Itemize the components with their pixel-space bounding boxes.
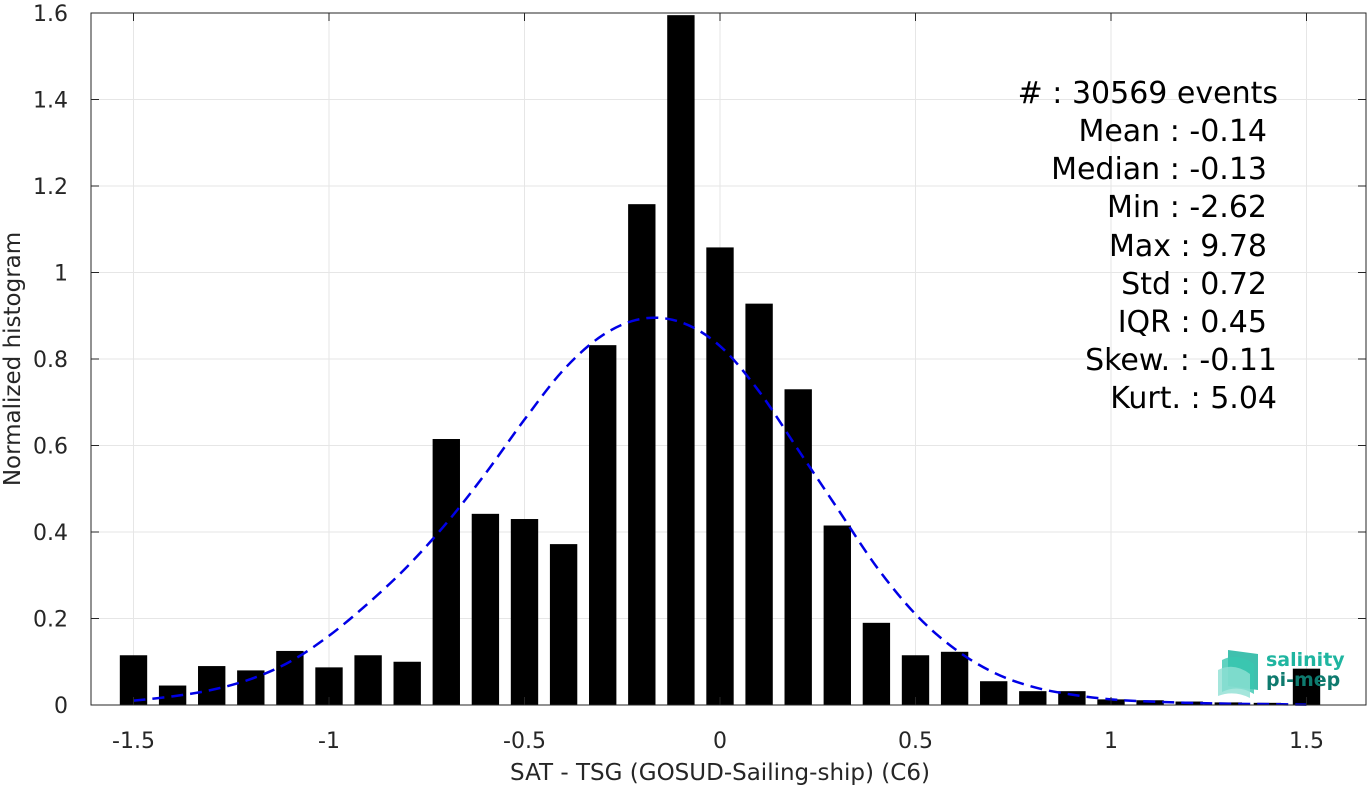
histogram-bar	[510, 519, 539, 705]
logo-text-pimep: pi-mep	[1266, 669, 1340, 691]
histogram-bar	[862, 622, 891, 705]
x-tick-label: -0.5	[503, 729, 546, 754]
histogram-bar	[198, 666, 226, 705]
y-tick-label: 1	[54, 262, 68, 287]
histogram-bar	[549, 544, 578, 705]
histogram-bars	[119, 15, 1321, 706]
y-tick-label: 0.2	[33, 608, 68, 633]
logo-text-salinity: salinity	[1266, 649, 1345, 671]
histogram-bar	[901, 655, 930, 705]
y-tick-label: 0	[54, 694, 68, 719]
histogram-bar	[471, 513, 500, 705]
y-tick-label: 0.8	[33, 348, 68, 373]
stat-mean: Mean : -0.14	[1078, 114, 1267, 149]
x-tick-label: 0.5	[898, 729, 933, 754]
stat-max: Max : 9.78	[1109, 229, 1267, 264]
y-axis-title: Normalized histogram	[0, 232, 26, 486]
stat-skewness: Skew. : -0.11	[1085, 343, 1277, 378]
y-tick-label: 1.2	[33, 175, 68, 200]
histogram-bar	[237, 670, 265, 705]
histogram-bar	[823, 525, 851, 705]
histogram-bar	[276, 650, 304, 705]
y-tick-label: 1.6	[33, 2, 68, 27]
stat-kurtosis: Kurt. : 5.04	[1110, 381, 1277, 416]
stat-iqr: IQR : 0.45	[1118, 305, 1267, 340]
histogram-bar	[1058, 691, 1086, 705]
stat-std: Std : 0.72	[1121, 267, 1267, 302]
histogram-bar	[354, 655, 382, 705]
x-tick-label: 0	[713, 729, 727, 754]
stat-median: Median : -0.13	[1051, 152, 1267, 187]
stat-events: # : 30569 events	[1018, 76, 1278, 111]
x-tick-label: -1.5	[112, 729, 155, 754]
histogram-bar	[706, 247, 734, 706]
y-tick-label: 0.6	[33, 435, 68, 460]
histogram-bar	[628, 204, 656, 706]
histogram-bar	[667, 15, 695, 706]
x-tick-label: 1.5	[1289, 729, 1324, 754]
x-axis-title: SAT - TSG (GOSUD-Sailing-ship) (C6)	[510, 760, 930, 786]
y-tick-label: 1.4	[33, 89, 68, 114]
histogram-bar	[1019, 691, 1047, 705]
statistics-box: # : 30569 events Mean : -0.14 Median : -…	[1018, 76, 1278, 416]
histogram-bar	[745, 303, 773, 705]
histogram-bar	[784, 389, 812, 705]
wave-logo-icon	[1218, 650, 1258, 698]
stat-min: Min : -2.62	[1107, 190, 1267, 225]
histogram-bar	[940, 651, 969, 705]
x-tick-label: 1	[1104, 729, 1118, 754]
y-axis: 0 0.2 0.4 0.6 0.8 1 1.2 1.4 1.6	[33, 2, 1366, 719]
histogram-bar	[432, 439, 460, 705]
histogram-bar	[589, 345, 617, 705]
histogram-bar	[393, 661, 421, 705]
x-tick-label: -1	[318, 729, 340, 754]
histogram-bar	[119, 655, 148, 705]
x-axis: -1.5 -1 -0.5 0 0.5 1 1.5	[112, 13, 1324, 754]
histogram-bar	[980, 681, 1008, 705]
salinity-pimep-logo: salinity pi-mep	[1218, 649, 1345, 698]
y-tick-label: 0.4	[33, 521, 68, 546]
